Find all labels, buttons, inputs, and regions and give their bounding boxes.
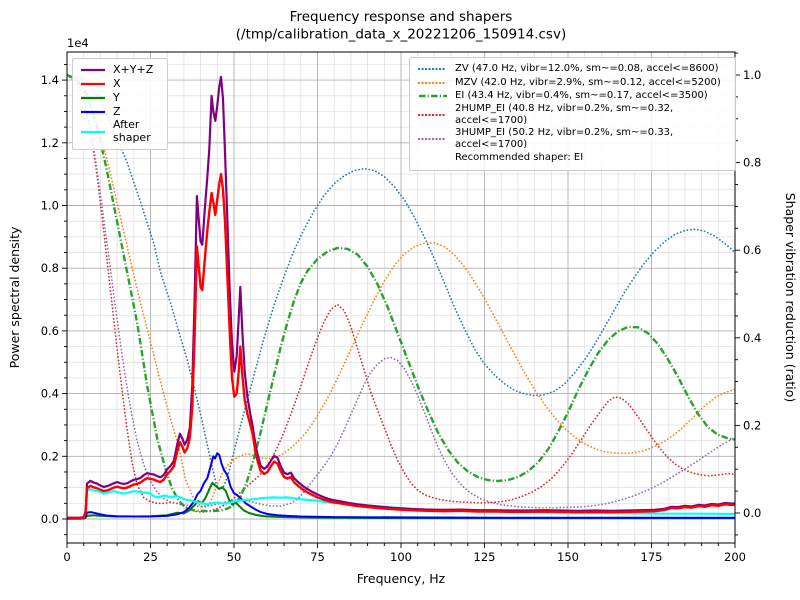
y-right-tick-label: 0.8 — [743, 156, 761, 170]
y-right-tick-label: 0.0 — [743, 506, 761, 520]
y-right-tick-label: 0.6 — [743, 243, 761, 257]
x-tick-label: 0 — [63, 550, 70, 564]
x-tick-label: 150 — [557, 550, 579, 564]
legend-shaper-item: EI (43.4 Hz, vibr=0.4%, sm~=0.17, accel<… — [418, 90, 727, 104]
y-left-tick-label: 1.2 — [41, 136, 59, 150]
legend-shaper-item: 3HUMP_EI (50.2 Hz, vibr=0.2%, sm~=0.33, … — [418, 127, 727, 151]
series-line-z — [67, 452, 735, 520]
legend-swatch-line — [81, 130, 105, 133]
x-tick-label: 50 — [227, 550, 242, 564]
legend-swatch-line — [418, 114, 448, 117]
plot-curves — [67, 73, 735, 520]
legend-shaper-label: ZV (47.0 Hz, vibr=12.0%, sm~=0.08, accel… — [455, 62, 719, 74]
legend-shaper-label: MZV (42.0 Hz, vibr=2.9%, sm~=0.12, accel… — [455, 76, 721, 88]
legend-swatch-line — [418, 138, 448, 141]
x-tick-label: 125 — [474, 550, 496, 564]
legend-psd-item: X — [80, 77, 160, 91]
y-left-offset-text: 1e4 — [67, 36, 89, 50]
legend-swatch-line — [418, 81, 448, 84]
y-right-tick-label: 1.0 — [743, 68, 761, 82]
y-right-tick-label: 0.4 — [743, 331, 761, 345]
chart-subtitle: (/tmp/calibration_data_x_20221206_150914… — [236, 27, 566, 43]
legend-shaper-item: ZV (47.0 Hz, vibr=12.0%, sm~=0.08, accel… — [418, 62, 727, 76]
y-left-tick-label: 0.0 — [41, 512, 59, 526]
y-left-tick-label: 0.6 — [41, 324, 59, 338]
legend-psd-label: X — [113, 76, 121, 90]
y-left-axis-label: Power spectral density — [7, 226, 22, 368]
legend-shaper-label: 2HUMP_EI (40.8 Hz, vibr=0.2%, sm~=0.32, … — [455, 103, 674, 127]
legend-swatch-line — [419, 95, 447, 98]
legend-psd-item: After shaper — [80, 118, 160, 144]
legend-swatch-line — [81, 68, 105, 72]
series-line-ei — [67, 73, 735, 513]
y-left-tick-label: 0.4 — [41, 387, 59, 401]
y-right-tick-label: 0.2 — [743, 418, 761, 432]
x-tick-label: 200 — [724, 550, 746, 564]
axis-ticks — [62, 52, 740, 548]
legend-psd-label: After shaper — [113, 118, 151, 144]
legend-shapers: ZV (47.0 Hz, vibr=12.0%, sm~=0.08, accel… — [409, 57, 736, 172]
y-right-axis-label: Shaper vibration reduction (ratio) — [783, 193, 798, 403]
legend-psd-label: X+Y+Z — [113, 62, 154, 76]
legend-shaper-item: MZV (42.0 Hz, vibr=2.9%, sm~=0.12, accel… — [418, 76, 727, 90]
y-left-tick-label: 0.8 — [41, 261, 59, 275]
series-line-mzv — [67, 74, 735, 509]
y-left-tick-label: 0.2 — [41, 449, 59, 463]
legend-swatch-line — [418, 67, 448, 71]
x-tick-label: 175 — [641, 550, 663, 564]
legend-psd-item: Y — [80, 91, 160, 105]
series-line-x — [67, 172, 735, 520]
legend-swatch-line — [81, 96, 105, 100]
x-axis-label: Frequency, Hz — [357, 571, 446, 586]
x-tick-label: 25 — [143, 550, 158, 564]
series-line-x-y-z — [67, 75, 735, 519]
legend-shaper-footer: Recommended shaper: EI — [455, 152, 584, 164]
chart-title: Frequency response and shapers — [290, 9, 513, 25]
legend-psd-item: X+Y+Z — [80, 63, 160, 77]
legend-psd: X+Y+Z X Y Z After shaper — [72, 58, 168, 150]
series-line-3hump-ei — [67, 74, 735, 509]
legend-shaper-label: EI (43.4 Hz, vibr=0.4%, sm~=0.17, accel<… — [455, 90, 708, 102]
legend-psd-label: Z — [113, 104, 121, 118]
series-line-zv — [67, 74, 735, 492]
legend-shaper-label: 3HUMP_EI (50.2 Hz, vibr=0.2%, sm~=0.33, … — [455, 127, 674, 151]
series-line-2hump-ei — [67, 74, 735, 513]
y-left-tick-label: 1.0 — [41, 199, 59, 213]
legend-shaper-item: 2HUMP_EI (40.8 Hz, vibr=0.2%, sm~=0.32, … — [418, 103, 727, 127]
legend-swatch-line — [81, 82, 105, 86]
axis-tick-labels: 0 25 50 75 100 125 150 175 200 0.0 0.2 0.4 0.6 0.8 1.0… — [41, 68, 762, 564]
legend-swatch-line — [81, 110, 105, 114]
legend-psd-label: Y — [113, 90, 120, 104]
y-left-tick-label: 1.4 — [41, 73, 59, 87]
x-tick-label: 100 — [390, 550, 412, 564]
legend-psd-item: Z — [80, 105, 160, 119]
x-tick-label: 75 — [310, 550, 325, 564]
